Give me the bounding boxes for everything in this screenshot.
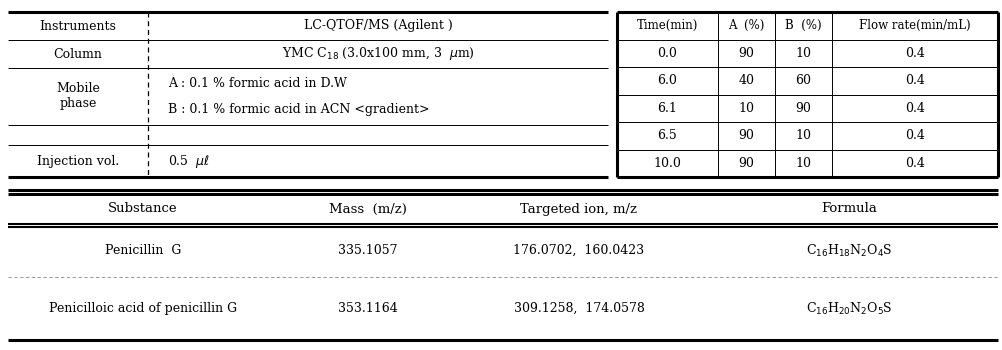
Text: 335.1057: 335.1057 xyxy=(338,244,398,257)
Text: YMC C$_{18}$ (3.0x100 mm, 3  $\mu$m): YMC C$_{18}$ (3.0x100 mm, 3 $\mu$m) xyxy=(282,46,474,63)
Text: Substance: Substance xyxy=(108,203,177,216)
Text: Mobile
phase: Mobile phase xyxy=(56,83,100,111)
Text: 40: 40 xyxy=(737,74,754,87)
Text: 10: 10 xyxy=(795,157,811,170)
Text: Flow rate(min/mL): Flow rate(min/mL) xyxy=(859,19,970,32)
Text: A : 0.1 % formic acid in D.W: A : 0.1 % formic acid in D.W xyxy=(167,77,347,90)
Text: 0.5  $\mu\ell$: 0.5 $\mu\ell$ xyxy=(167,153,210,169)
Text: Time(min): Time(min) xyxy=(636,19,697,32)
Text: 10: 10 xyxy=(737,102,754,115)
Text: 10: 10 xyxy=(795,129,811,142)
Text: 6.0: 6.0 xyxy=(657,74,676,87)
Text: Formula: Formula xyxy=(821,203,876,216)
Text: Mass  (m/z): Mass (m/z) xyxy=(329,203,407,216)
Text: 0.4: 0.4 xyxy=(904,129,924,142)
Text: C$_{16}$H$_{18}$N$_{2}$O$_{4}$S: C$_{16}$H$_{18}$N$_{2}$O$_{4}$S xyxy=(805,243,892,259)
Text: Injection vol.: Injection vol. xyxy=(37,154,119,168)
Text: 90: 90 xyxy=(737,157,754,170)
Text: 0.4: 0.4 xyxy=(904,102,924,115)
Text: A  (%): A (%) xyxy=(727,19,764,32)
Text: Instruments: Instruments xyxy=(39,20,116,33)
Text: 0.4: 0.4 xyxy=(904,74,924,87)
Text: Penicilloic acid of penicillin G: Penicilloic acid of penicillin G xyxy=(49,302,236,315)
Text: 6.5: 6.5 xyxy=(657,129,676,142)
Text: Targeted ion, m/z: Targeted ion, m/z xyxy=(520,203,637,216)
Text: 6.1: 6.1 xyxy=(657,102,676,115)
Text: 309.1258,  174.0578: 309.1258, 174.0578 xyxy=(513,302,644,315)
Text: 353.1164: 353.1164 xyxy=(338,302,398,315)
Text: 0.0: 0.0 xyxy=(657,47,676,60)
Text: 176.0702,  160.0423: 176.0702, 160.0423 xyxy=(513,244,644,257)
Text: 90: 90 xyxy=(795,102,811,115)
Text: 90: 90 xyxy=(737,47,754,60)
Text: C$_{16}$H$_{20}$N$_{2}$O$_{5}$S: C$_{16}$H$_{20}$N$_{2}$O$_{5}$S xyxy=(805,300,892,316)
Text: 0.4: 0.4 xyxy=(904,47,924,60)
Text: B : 0.1 % formic acid in ACN <gradient>: B : 0.1 % formic acid in ACN <gradient> xyxy=(167,103,429,116)
Text: 60: 60 xyxy=(795,74,811,87)
Text: 10.0: 10.0 xyxy=(653,157,680,170)
Text: B  (%): B (%) xyxy=(785,19,821,32)
Text: 0.4: 0.4 xyxy=(904,157,924,170)
Text: 90: 90 xyxy=(737,129,754,142)
Text: Column: Column xyxy=(53,48,102,61)
Text: LC-QTOF/MS (Agilent ): LC-QTOF/MS (Agilent ) xyxy=(304,20,452,33)
Text: 10: 10 xyxy=(795,47,811,60)
Text: Penicillin  G: Penicillin G xyxy=(104,244,181,257)
